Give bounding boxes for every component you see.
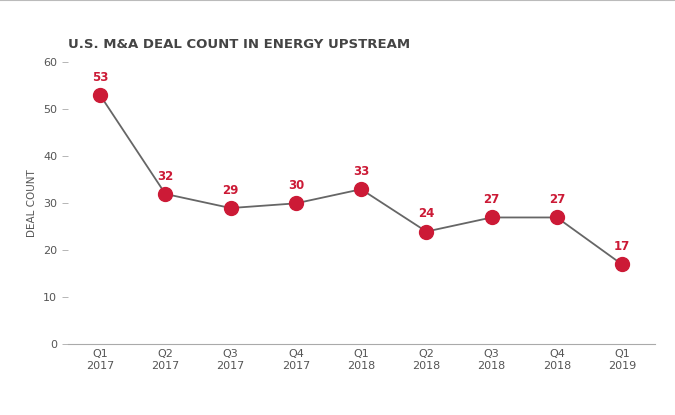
Point xyxy=(551,214,562,221)
Text: 29: 29 xyxy=(223,184,239,197)
Text: U.S. M&A DEAL COUNT IN ENERGY UPSTREAM: U.S. M&A DEAL COUNT IN ENERGY UPSTREAM xyxy=(68,38,410,51)
Point xyxy=(421,228,432,235)
Point xyxy=(160,190,171,197)
Text: 30: 30 xyxy=(288,179,304,192)
Point xyxy=(617,261,628,268)
Point xyxy=(486,214,497,221)
Point xyxy=(95,92,105,98)
Text: 53: 53 xyxy=(92,71,108,84)
Text: 24: 24 xyxy=(418,208,435,220)
Text: 32: 32 xyxy=(157,170,173,183)
Text: 33: 33 xyxy=(353,165,369,178)
Text: 27: 27 xyxy=(549,193,565,206)
Point xyxy=(225,205,236,211)
Point xyxy=(290,200,301,207)
Y-axis label: DEAL COUNT: DEAL COUNT xyxy=(28,169,37,237)
Text: 27: 27 xyxy=(483,193,499,206)
Point xyxy=(356,186,367,193)
Text: 17: 17 xyxy=(614,240,630,254)
